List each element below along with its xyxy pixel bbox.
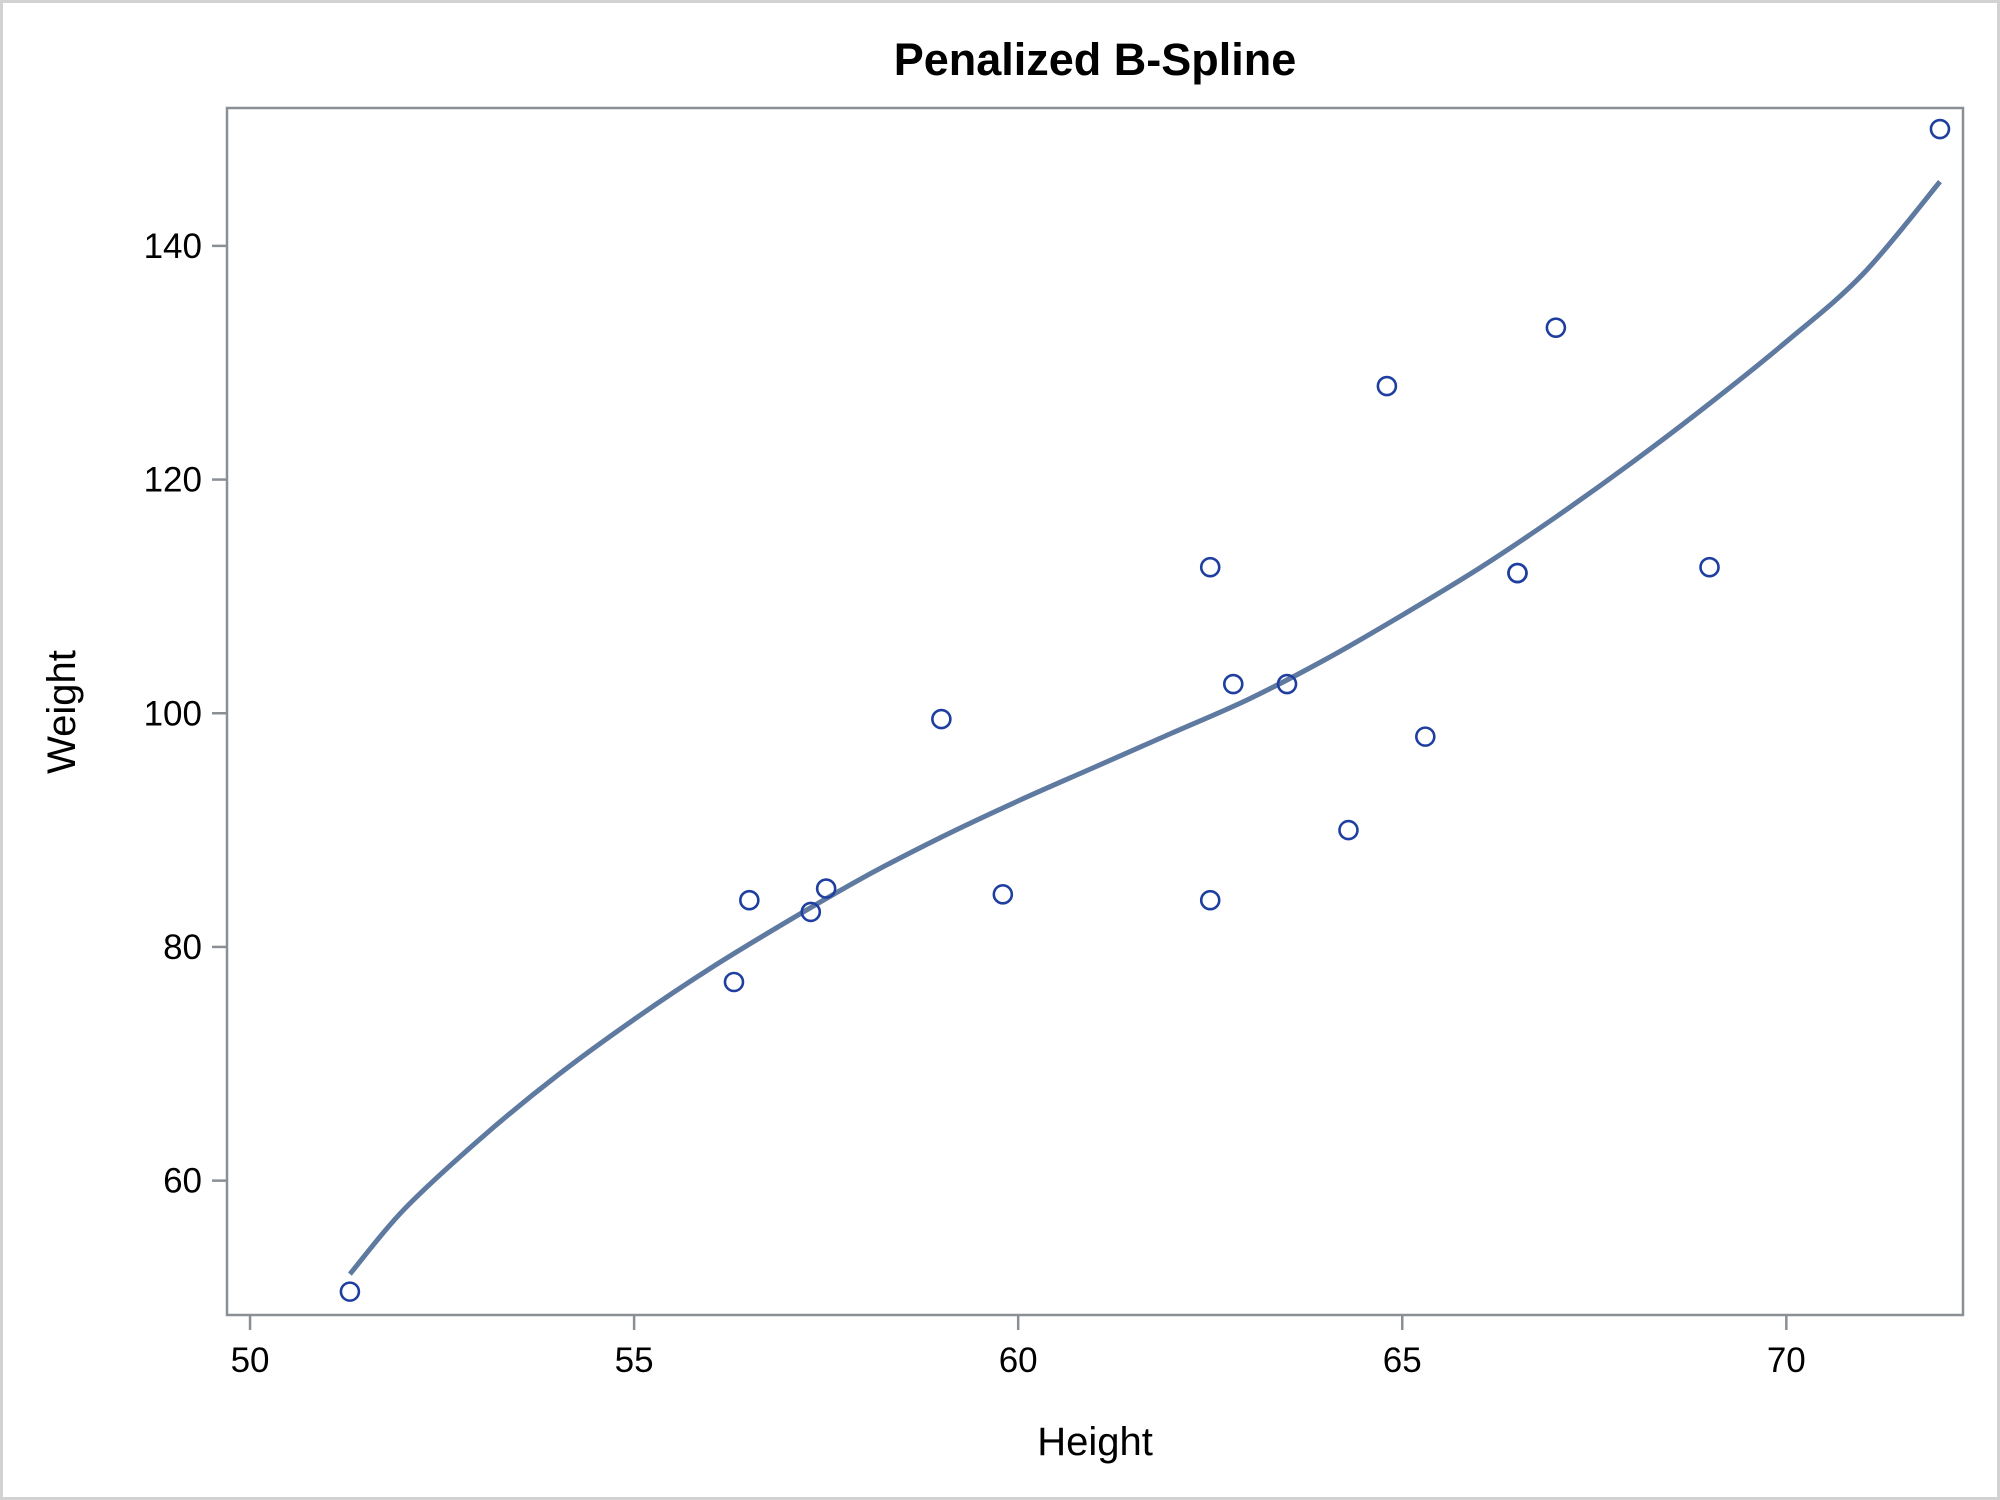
scatter-point (1415, 726, 1436, 747)
scatter-point (339, 1281, 361, 1302)
x-tick-label: 55 (615, 1341, 654, 1380)
scatter-point (1338, 819, 1359, 841)
spline-fit-line (347, 180, 1942, 1276)
y-tick-label: 80 (163, 928, 202, 967)
scatter-point (1276, 673, 1298, 695)
x-tick-label: 60 (999, 1341, 1038, 1380)
scatter-point (1507, 562, 1528, 584)
scatter-point (815, 878, 837, 899)
scatter-point (1545, 317, 1567, 338)
x-tick-label: 65 (1383, 1341, 1422, 1380)
scatter-point (1199, 889, 1221, 911)
scatter-point (723, 971, 745, 993)
y-tick-label: 120 (144, 461, 202, 500)
scatter-point (1929, 118, 1951, 140)
spline-fit-layer (347, 180, 1942, 1276)
scatter-points-layer (339, 118, 1951, 1302)
scatter-point (1199, 556, 1221, 578)
scatter-point (739, 889, 760, 911)
y-tick-label: 100 (144, 694, 202, 733)
plot-area (225, 106, 1965, 1317)
chart-title: Penalized B-Spline (894, 34, 1297, 85)
scatter-point (1699, 556, 1720, 578)
scatter-point (992, 884, 1014, 905)
scatter-point (1376, 375, 1398, 397)
scatter-point (931, 708, 952, 730)
y-tick-label: 60 (163, 1162, 202, 1201)
scatter-point (1222, 673, 1244, 695)
y-tick-label: 140 (144, 227, 202, 266)
y-axis-label: Weight (40, 650, 84, 774)
x-tick-label: 70 (1767, 1341, 1806, 1380)
x-tick-label: 50 (231, 1341, 270, 1380)
x-axis: 50 55 60 65 70 (231, 1315, 1806, 1380)
x-axis-label: Height (1037, 1420, 1153, 1464)
y-axis: 60 80 100 120 140 (144, 227, 227, 1201)
scatter-point (800, 901, 822, 923)
